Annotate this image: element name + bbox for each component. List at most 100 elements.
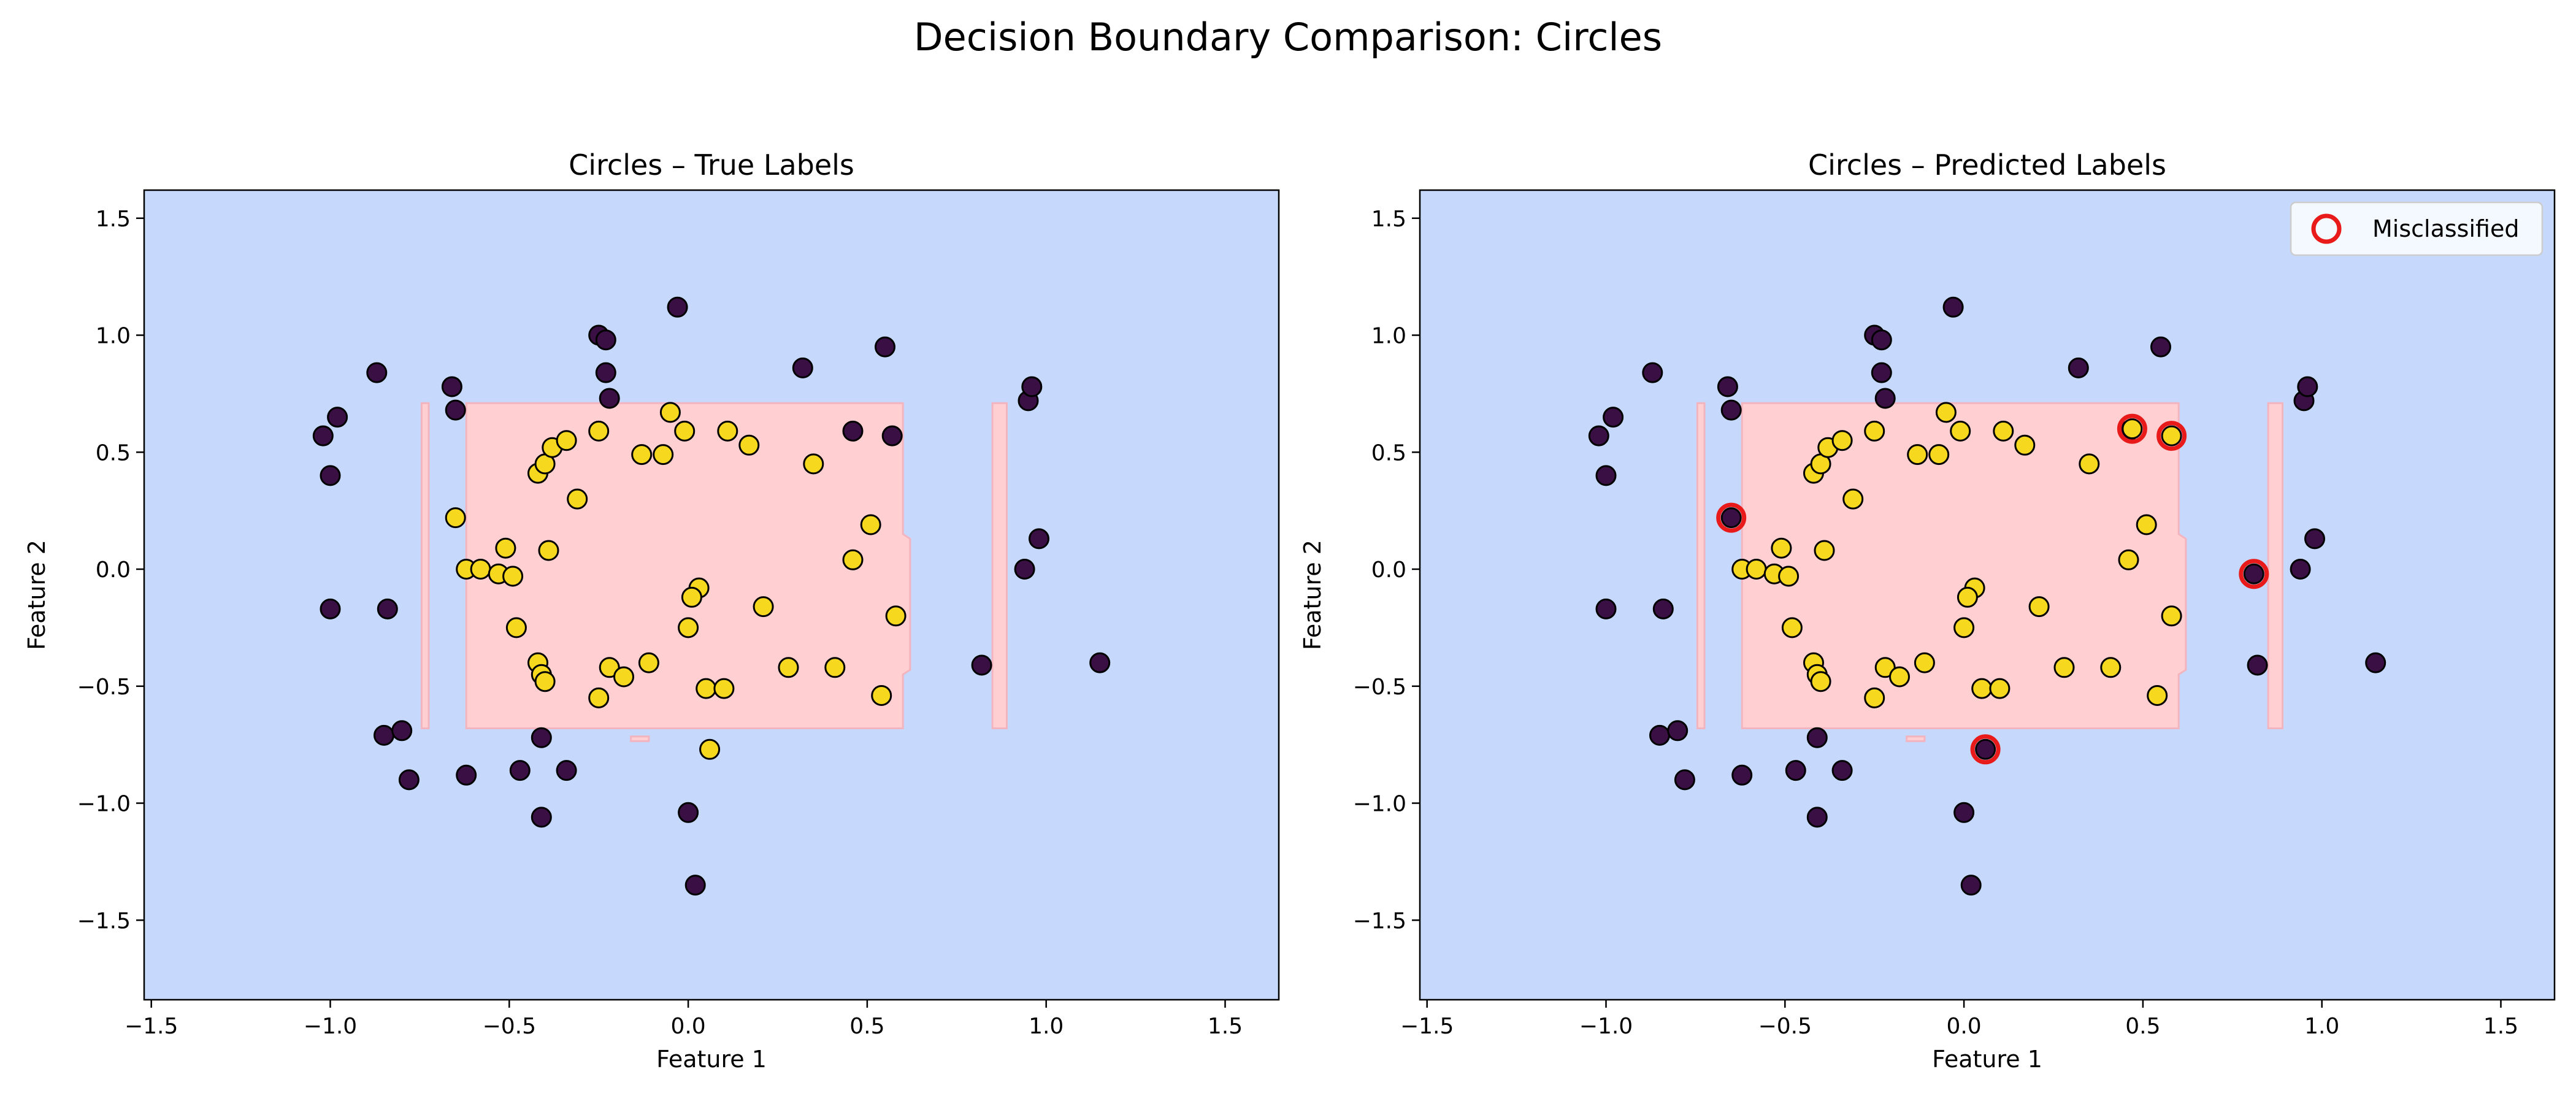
class-1-point <box>470 559 491 580</box>
class-1-point <box>1771 537 1792 559</box>
class-1-point <box>803 453 824 475</box>
class-1-point <box>2147 685 2168 706</box>
class-1-point <box>1814 540 1835 561</box>
class-1-point <box>534 671 556 692</box>
class-1-point <box>2122 418 2143 440</box>
class-0-point <box>1674 769 1695 791</box>
y-tick-label: −1.5 <box>1353 908 1406 933</box>
class-0-point <box>1089 652 1111 673</box>
class-1-point <box>659 402 681 423</box>
x-tick-label: 1.0 <box>2304 1014 2339 1039</box>
class-1-point <box>1889 666 1910 688</box>
y-tick-label: 0.5 <box>96 440 131 466</box>
class-0-point <box>1806 807 1828 828</box>
panel-true-labels: −1.5 −1.0 −0.5 0.0 0.5 1.0 1.5 1.5 1.0 0.5 0.0 −0.5… <box>23 148 1280 1073</box>
class-1-point <box>1907 444 1928 466</box>
class-0-point <box>875 336 895 358</box>
class-1-point <box>824 657 846 678</box>
class-1-point <box>2100 657 2122 678</box>
class-1-point <box>1989 678 2011 699</box>
class-0-point <box>842 420 864 442</box>
class-0-point <box>1874 388 1896 409</box>
class-1-point <box>1778 565 1800 587</box>
class-0-point <box>1029 528 1049 550</box>
x-tick-label: −1.0 <box>304 1014 357 1039</box>
x-tick-label: 1.0 <box>1029 1014 1064 1039</box>
class-0-point <box>398 769 420 791</box>
panel-title: Circles – Predicted Labels <box>1808 148 2166 182</box>
class-0-point <box>1649 724 1670 746</box>
class-1-point <box>599 657 620 678</box>
x-tick-label: 0.5 <box>2125 1014 2160 1039</box>
class-1-point <box>1842 488 1864 510</box>
class-0-point <box>391 720 413 742</box>
class-0-point <box>531 727 552 748</box>
x-tick-label: 1.5 <box>1208 1014 1243 1039</box>
class-0-point <box>1785 760 1806 781</box>
class-1-point <box>753 596 774 618</box>
class-0-point <box>1942 296 1964 318</box>
class-0-point <box>1717 376 1738 397</box>
class-0-point <box>366 362 388 383</box>
class-1-point <box>1864 687 1885 708</box>
y-tick-label: −0.5 <box>77 675 131 700</box>
class-0-point <box>320 598 341 619</box>
x-tick-label: 0.5 <box>849 1014 884 1039</box>
class-0-point <box>595 329 616 351</box>
panel-title: Circles – True Labels <box>569 148 854 182</box>
y-tick-label: −1.5 <box>77 908 131 933</box>
class-0-point <box>1831 760 1853 781</box>
class-0-point <box>377 598 398 619</box>
class-0-point <box>1720 399 1742 421</box>
misclassified-marker <box>2117 413 2147 444</box>
x-axis-label: Feature 1 <box>1932 1046 2042 1073</box>
class-0-point <box>556 760 577 781</box>
class-0-point <box>531 807 552 828</box>
class-0-point <box>2365 652 2386 673</box>
decision-region-1 <box>1696 402 1706 729</box>
class-0-point <box>1960 875 1982 896</box>
class-1-point <box>2053 657 2075 678</box>
class-1-point <box>1957 586 1978 608</box>
class-0-point <box>509 760 531 781</box>
misclassified-marker <box>2239 559 2269 589</box>
legend-box <box>2290 201 2543 256</box>
class-0-point <box>320 465 341 486</box>
class-0-point <box>595 362 616 383</box>
class-1-point <box>1928 444 1950 466</box>
misclassified-marker <box>1970 734 2001 765</box>
y-axis-label: Feature 2 <box>23 540 50 650</box>
legend-marker <box>2311 213 2342 244</box>
class-0-point <box>1806 727 1828 748</box>
class-1-point <box>588 687 610 708</box>
class-1-point <box>778 657 799 678</box>
class-1-point <box>860 514 881 535</box>
class-0-point <box>1014 559 1035 580</box>
y-tick-label: 0.0 <box>96 558 131 583</box>
class-0-point <box>971 654 992 676</box>
decision-region-3 <box>1906 735 1926 742</box>
class-1-point <box>2079 453 2100 475</box>
class-0-point <box>2297 376 2318 397</box>
y-tick-label: 1.0 <box>96 324 131 349</box>
class-1-point <box>2161 425 2182 447</box>
class-1-point <box>495 537 516 559</box>
class-0-point <box>441 376 462 397</box>
class-0-point <box>312 425 334 447</box>
class-1-point <box>556 430 577 451</box>
class-0-point <box>1667 720 1689 742</box>
y-axis-label: Feature 2 <box>1299 540 1326 650</box>
axes-frame <box>143 189 1280 1001</box>
class-1-point <box>653 444 674 466</box>
class-0-point <box>1595 465 1617 486</box>
decision-region-0 <box>465 402 911 729</box>
y-tick-label: 0.5 <box>1371 440 1406 466</box>
class-0-point <box>2247 654 2268 676</box>
class-0-point <box>2068 357 2089 378</box>
class-1-point <box>717 420 738 442</box>
x-tick-label: 1.5 <box>2483 1014 2518 1039</box>
class-0-point <box>1953 802 1975 823</box>
x-tick-label: −0.5 <box>483 1014 536 1039</box>
class-1-point <box>696 678 717 699</box>
